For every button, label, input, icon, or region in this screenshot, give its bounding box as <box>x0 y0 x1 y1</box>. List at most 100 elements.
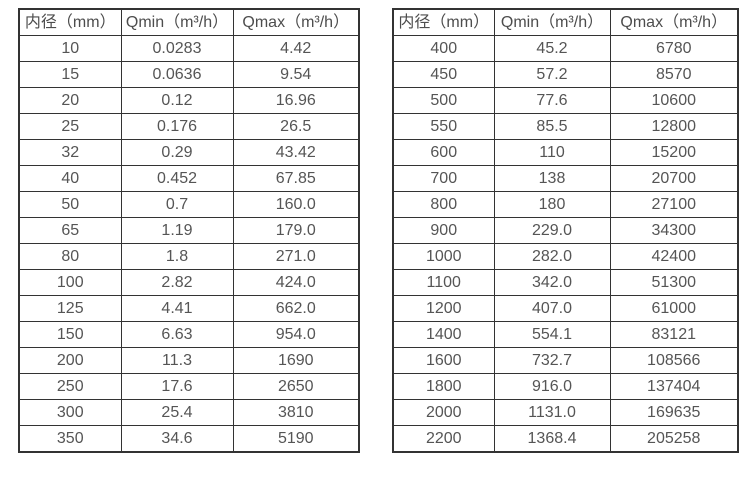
table-cell: 1200 <box>392 295 495 322</box>
column-header: Qmin（m³/h） <box>120 8 234 36</box>
table-cell: 4.42 <box>232 35 360 62</box>
table-cell: 150 <box>18 321 122 348</box>
table-row: 80 1.8 271.0 <box>18 243 360 270</box>
table-cell: 42400 <box>609 243 739 270</box>
table-cell: 916.0 <box>493 373 611 400</box>
table-cell: 51300 <box>609 269 739 296</box>
column-header: 内径（mm） <box>392 8 495 36</box>
table-cell: 1400 <box>392 321 495 348</box>
table-row: 500 77.6 10600 <box>392 87 739 114</box>
table-cell: 50 <box>18 191 122 218</box>
table-cell: 282.0 <box>493 243 611 270</box>
table-cell: 2650 <box>232 373 360 400</box>
table-row: 900 229.0 34300 <box>392 217 739 244</box>
table-cell: 800 <box>392 191 495 218</box>
table-body: 10 0.0283 4.42 15 0.0636 9.54 20 0.12 16.96 25 0.1… <box>18 35 360 453</box>
table-cell: 550 <box>392 113 495 140</box>
table-cell: 10 <box>18 35 122 62</box>
table-cell: 662.0 <box>232 295 360 322</box>
table-row: 40 0.452 67.85 <box>18 165 360 192</box>
table-cell: 25 <box>18 113 122 140</box>
table-cell: 4.41 <box>120 295 234 322</box>
table-cell: 26.5 <box>232 113 360 140</box>
table-row: 350 34.6 5190 <box>18 425 360 453</box>
table-row: 1000 282.0 42400 <box>392 243 739 270</box>
table-cell: 160.0 <box>232 191 360 218</box>
table-row: 600 110 15200 <box>392 139 739 166</box>
table-cell: 1131.0 <box>493 399 611 426</box>
table-row: 1600 732.7 108566 <box>392 347 739 374</box>
table-cell: 67.85 <box>232 165 360 192</box>
table-row: 400 45.2 6780 <box>392 35 739 62</box>
table-cell: 0.0283 <box>120 35 234 62</box>
table-cell: 8570 <box>609 61 739 88</box>
table-cell: 6.63 <box>120 321 234 348</box>
table-cell: 9.54 <box>232 61 360 88</box>
table-cell: 1600 <box>392 347 495 374</box>
table-row: 550 85.5 12800 <box>392 113 739 140</box>
table-cell: 16.96 <box>232 87 360 114</box>
table-row: 300 25.4 3810 <box>18 399 360 426</box>
table-cell: 229.0 <box>493 217 611 244</box>
table-cell: 65 <box>18 217 122 244</box>
table-cell: 732.7 <box>493 347 611 374</box>
table-cell: 138 <box>493 165 611 192</box>
table-cell: 1368.4 <box>493 425 611 453</box>
table-cell: 1100 <box>392 269 495 296</box>
column-header: Qmax（m³/h） <box>232 8 360 36</box>
table-cell: 954.0 <box>232 321 360 348</box>
table-cell: 40 <box>18 165 122 192</box>
table-cell: 110 <box>493 139 611 166</box>
table-cell: 80 <box>18 243 122 270</box>
table-row: 2200 1368.4 205258 <box>392 425 739 453</box>
table-cell: 11.3 <box>120 347 234 374</box>
table-cell: 6780 <box>609 35 739 62</box>
table-header-row: 内径（mm） Qmin（m³/h） Qmax（m³/h） <box>18 8 360 36</box>
table-cell: 0.0636 <box>120 61 234 88</box>
table-cell: 32 <box>18 139 122 166</box>
table-row: 150 6.63 954.0 <box>18 321 360 348</box>
table-cell: 700 <box>392 165 495 192</box>
table-row: 250 17.6 2650 <box>18 373 360 400</box>
table-cell: 900 <box>392 217 495 244</box>
table-cell: 125 <box>18 295 122 322</box>
table-cell: 554.1 <box>493 321 611 348</box>
table-cell: 45.2 <box>493 35 611 62</box>
table-cell: 1000 <box>392 243 495 270</box>
table-row: 1100 342.0 51300 <box>392 269 739 296</box>
column-header: Qmax（m³/h） <box>609 8 739 36</box>
table-cell: 15200 <box>609 139 739 166</box>
table-cell: 43.42 <box>232 139 360 166</box>
table-row: 32 0.29 43.42 <box>18 139 360 166</box>
table-cell: 5190 <box>232 425 360 453</box>
table-cell: 2000 <box>392 399 495 426</box>
table-row: 65 1.19 179.0 <box>18 217 360 244</box>
table-cell: 179.0 <box>232 217 360 244</box>
table-cell: 83121 <box>609 321 739 348</box>
table-cell: 34300 <box>609 217 739 244</box>
column-header: 内径（mm） <box>18 8 122 36</box>
table-cell: 12800 <box>609 113 739 140</box>
table-cell: 77.6 <box>493 87 611 114</box>
table-row: 2000 1131.0 169635 <box>392 399 739 426</box>
table-cell: 1.19 <box>120 217 234 244</box>
table-cell: 205258 <box>609 425 739 453</box>
table-cell: 271.0 <box>232 243 360 270</box>
table-cell: 0.176 <box>120 113 234 140</box>
table-row: 1800 916.0 137404 <box>392 373 739 400</box>
table-cell: 15 <box>18 61 122 88</box>
table-cell: 20 <box>18 87 122 114</box>
table-cell: 350 <box>18 425 122 453</box>
table-cell: 0.452 <box>120 165 234 192</box>
table-cell: 34.6 <box>120 425 234 453</box>
table-row: 20 0.12 16.96 <box>18 87 360 114</box>
table-cell: 25.4 <box>120 399 234 426</box>
table-row: 100 2.82 424.0 <box>18 269 360 296</box>
table-cell: 27100 <box>609 191 739 218</box>
table-cell: 450 <box>392 61 495 88</box>
table-cell: 1800 <box>392 373 495 400</box>
table-row: 10 0.0283 4.42 <box>18 35 360 62</box>
table-cell: 2200 <box>392 425 495 453</box>
table-cell: 61000 <box>609 295 739 322</box>
